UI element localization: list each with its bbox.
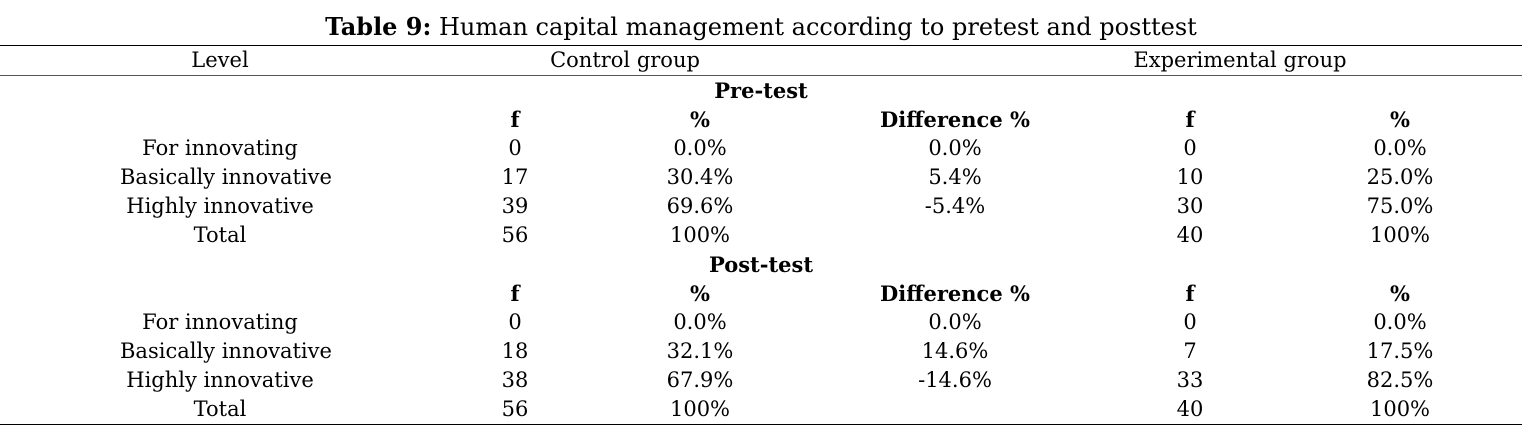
table-cell-level: Highly innovative <box>126 368 314 392</box>
table-cell-level: For innovating <box>142 136 298 160</box>
table-title: Table 9: Human capital management accord… <box>0 10 1522 44</box>
table-cell-experimental-percent: 0.0% <box>1373 136 1427 160</box>
table-cell-control-percent: 100% <box>669 397 731 421</box>
table-cell-level: Highly innovative <box>126 194 314 218</box>
table-cell-experimental-f: 40 <box>1176 397 1204 421</box>
table-cell-level: Total <box>193 223 247 247</box>
table-cell-level: Basically innovative <box>120 165 332 189</box>
column-header-control-percent: % <box>690 281 710 306</box>
header-experimental-group: Experimental group <box>1133 48 1347 72</box>
table-caption: Human capital management according to pr… <box>431 13 1197 41</box>
table-cell-experimental-f: 10 <box>1176 165 1204 189</box>
table-cell-difference <box>855 395 1055 424</box>
table-cell-control-f: 17 <box>501 165 529 189</box>
table-cell-control-percent: 67.9% <box>666 368 734 392</box>
section-heading-posttest: Post-test <box>708 252 814 277</box>
header-level: Level <box>191 48 249 72</box>
column-header-control-f: f <box>510 281 520 306</box>
table-cell-control-percent: 30.4% <box>666 165 734 189</box>
table-cell-experimental-percent: 0.0% <box>1373 310 1427 334</box>
table-cell-experimental-percent: 17.5% <box>1366 339 1434 363</box>
table-cell-difference: -14.6% <box>918 368 992 392</box>
column-header-experimental-f: f <box>1185 107 1195 132</box>
table-cell-control-f: 18 <box>501 339 529 363</box>
table-cell-experimental-percent: 100% <box>1369 397 1431 421</box>
top-rule <box>0 45 1522 46</box>
table-cell-control-percent: 0.0% <box>673 136 727 160</box>
table-cell-control-f: 56 <box>501 397 529 421</box>
table-cell-experimental-f: 40 <box>1176 223 1204 247</box>
column-header-control-f: f <box>510 107 520 132</box>
column-header-difference: Difference % <box>880 107 1030 132</box>
table-cell-level: Total <box>193 397 247 421</box>
table-cell-control-f: 38 <box>501 368 529 392</box>
table-cell-experimental-f: 30 <box>1176 194 1204 218</box>
table-cell-control-percent: 100% <box>669 223 731 247</box>
column-header-experimental-percent: % <box>1390 281 1410 306</box>
table-cell-control-percent: 32.1% <box>666 339 734 363</box>
table-cell-difference: -5.4% <box>924 194 986 218</box>
header-rule <box>0 75 1522 76</box>
table-number: Table 9: <box>325 12 432 41</box>
column-header-control-percent: % <box>690 107 710 132</box>
table-cell-experimental-percent: 100% <box>1369 223 1431 247</box>
table-cell-difference: 5.4% <box>928 165 982 189</box>
bottom-rule <box>0 424 1522 425</box>
table-cell-control-f: 0 <box>508 136 522 160</box>
table-cell-level: For innovating <box>142 310 298 334</box>
table-cell-experimental-f: 0 <box>1183 310 1197 334</box>
column-header-experimental-f: f <box>1185 281 1195 306</box>
table-cell-experimental-f: 7 <box>1183 339 1197 363</box>
table-cell-experimental-percent: 82.5% <box>1366 368 1434 392</box>
table-cell-control-percent: 0.0% <box>673 310 727 334</box>
table-cell-control-f: 39 <box>501 194 529 218</box>
table-cell-control-percent: 69.6% <box>666 194 734 218</box>
table-cell-difference <box>855 221 1055 250</box>
table-cell-control-f: 56 <box>501 223 529 247</box>
header-control-group: Control group <box>550 48 700 72</box>
table-cell-difference: 14.6% <box>921 339 989 363</box>
column-header-difference: Difference % <box>880 281 1030 306</box>
table-cell-experimental-percent: 25.0% <box>1366 165 1434 189</box>
table-cell-control-f: 0 <box>508 310 522 334</box>
column-header-experimental-percent: % <box>1390 107 1410 132</box>
table-cell-experimental-f: 0 <box>1183 136 1197 160</box>
table-cell-experimental-f: 33 <box>1176 368 1204 392</box>
table-cell-experimental-percent: 75.0% <box>1366 194 1434 218</box>
section-heading-pretest: Pre-test <box>714 78 808 103</box>
table-cell-difference: 0.0% <box>928 136 982 160</box>
table-cell-difference: 0.0% <box>928 310 982 334</box>
table-cell-level: Basically innovative <box>120 339 332 363</box>
